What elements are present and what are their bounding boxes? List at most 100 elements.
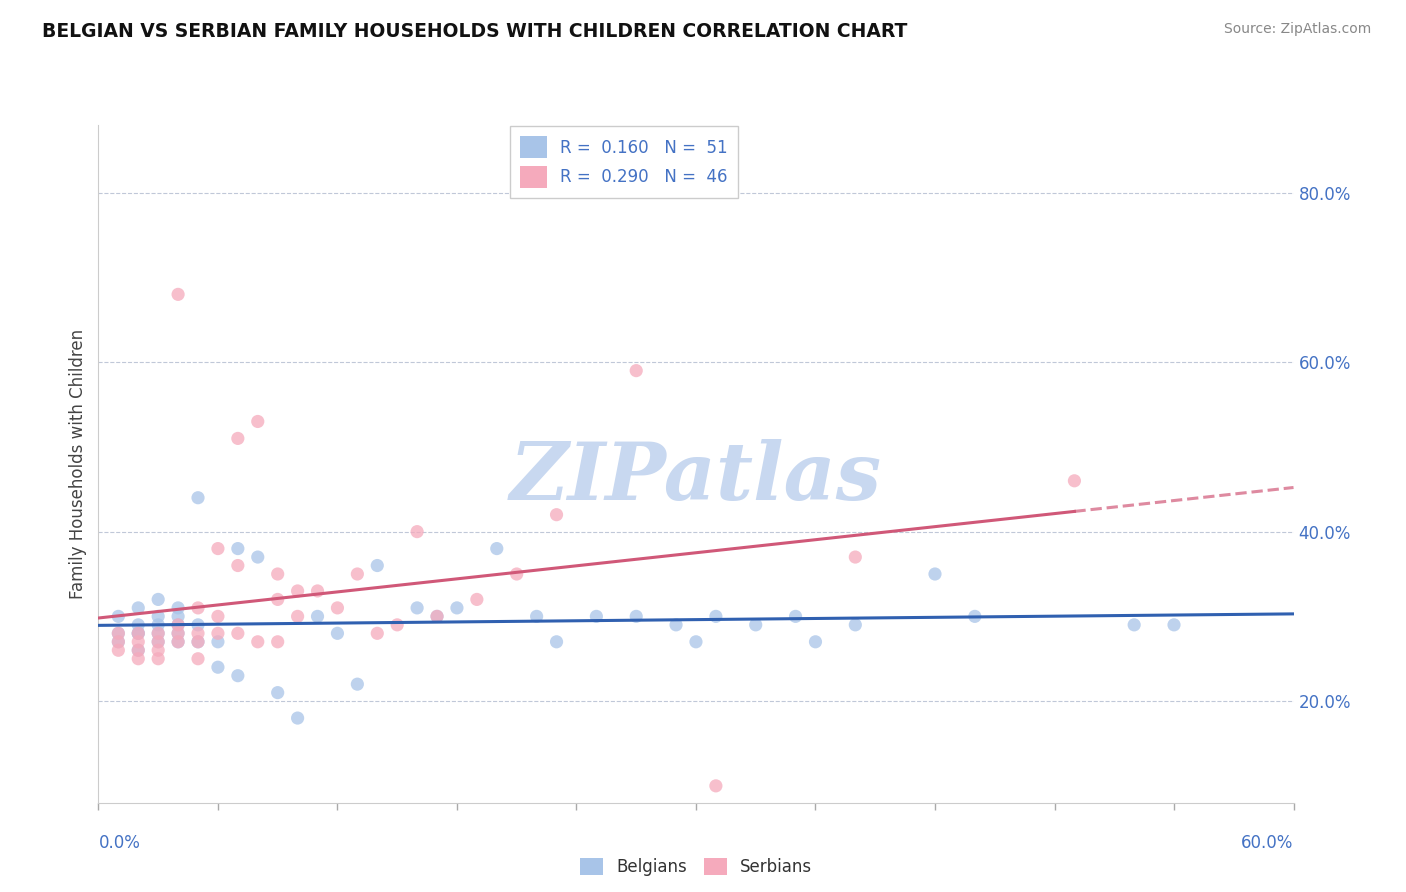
Point bbox=[127, 626, 149, 640]
Point bbox=[187, 635, 209, 649]
Point bbox=[148, 635, 170, 649]
Point bbox=[167, 601, 190, 615]
Point bbox=[704, 779, 727, 793]
Point bbox=[665, 617, 688, 632]
Point bbox=[226, 669, 249, 683]
Point bbox=[107, 643, 129, 657]
Point bbox=[207, 541, 229, 556]
Point bbox=[246, 549, 269, 565]
Point bbox=[167, 635, 190, 649]
Point bbox=[167, 609, 190, 624]
Point bbox=[187, 626, 209, 640]
Point bbox=[127, 651, 149, 665]
Point bbox=[546, 635, 568, 649]
Point bbox=[167, 617, 190, 632]
Point bbox=[226, 626, 249, 640]
Point bbox=[107, 626, 129, 640]
Point bbox=[167, 617, 190, 632]
Point bbox=[346, 677, 368, 691]
Point bbox=[246, 414, 269, 428]
Point bbox=[704, 609, 727, 624]
Point bbox=[107, 635, 129, 649]
Point bbox=[148, 609, 170, 624]
Point bbox=[187, 491, 209, 505]
Point bbox=[924, 567, 946, 582]
Point bbox=[307, 609, 329, 624]
Point bbox=[326, 601, 349, 615]
Y-axis label: Family Households with Children: Family Households with Children bbox=[69, 329, 87, 599]
Point bbox=[127, 626, 149, 640]
Point bbox=[148, 635, 170, 649]
Point bbox=[406, 524, 429, 539]
Point bbox=[148, 643, 170, 657]
Point bbox=[187, 617, 209, 632]
Text: 60.0%: 60.0% bbox=[1241, 834, 1294, 852]
Point bbox=[426, 609, 449, 624]
Point bbox=[426, 609, 449, 624]
Point bbox=[267, 567, 290, 582]
Point bbox=[207, 609, 229, 624]
Point bbox=[685, 635, 707, 649]
Point bbox=[187, 635, 209, 649]
Point bbox=[127, 643, 149, 657]
Point bbox=[465, 592, 488, 607]
Point bbox=[167, 626, 190, 640]
Point bbox=[326, 626, 349, 640]
Point bbox=[624, 609, 647, 624]
Point bbox=[207, 635, 229, 649]
Point bbox=[207, 660, 229, 674]
Point bbox=[267, 592, 290, 607]
Point bbox=[506, 567, 529, 582]
Point bbox=[167, 635, 190, 649]
Point bbox=[287, 711, 309, 725]
Point bbox=[307, 583, 329, 598]
Point bbox=[1123, 617, 1146, 632]
Point bbox=[226, 558, 249, 573]
Point bbox=[127, 643, 149, 657]
Point bbox=[287, 583, 309, 598]
Point bbox=[1063, 474, 1085, 488]
Point bbox=[107, 626, 129, 640]
Point bbox=[287, 609, 309, 624]
Point bbox=[526, 609, 548, 624]
Point bbox=[107, 609, 129, 624]
Point bbox=[187, 601, 209, 615]
Point bbox=[107, 635, 129, 649]
Point bbox=[585, 609, 607, 624]
Point bbox=[167, 626, 190, 640]
Point bbox=[844, 549, 866, 565]
Point bbox=[406, 601, 429, 615]
Point bbox=[804, 635, 827, 649]
Point bbox=[127, 601, 149, 615]
Point bbox=[226, 432, 249, 446]
Point bbox=[785, 609, 807, 624]
Point bbox=[127, 626, 149, 640]
Point bbox=[963, 609, 986, 624]
Point bbox=[366, 626, 388, 640]
Point bbox=[446, 601, 468, 615]
Point bbox=[485, 541, 508, 556]
Point bbox=[267, 635, 290, 649]
Point bbox=[844, 617, 866, 632]
Point bbox=[148, 651, 170, 665]
Point bbox=[148, 592, 170, 607]
Text: BELGIAN VS SERBIAN FAMILY HOUSEHOLDS WITH CHILDREN CORRELATION CHART: BELGIAN VS SERBIAN FAMILY HOUSEHOLDS WIT… bbox=[42, 22, 907, 41]
Point bbox=[346, 567, 368, 582]
Legend: R =  0.160   N =  51, R =  0.290   N =  46: R = 0.160 N = 51, R = 0.290 N = 46 bbox=[510, 127, 738, 198]
Point bbox=[148, 626, 170, 640]
Point bbox=[127, 635, 149, 649]
Point bbox=[127, 617, 149, 632]
Point bbox=[1163, 617, 1185, 632]
Point bbox=[148, 617, 170, 632]
Text: Source: ZipAtlas.com: Source: ZipAtlas.com bbox=[1223, 22, 1371, 37]
Text: ZIPatlas: ZIPatlas bbox=[510, 439, 882, 516]
Point bbox=[207, 626, 229, 640]
Point bbox=[624, 364, 647, 378]
Point bbox=[226, 541, 249, 556]
Point bbox=[385, 617, 409, 632]
Point bbox=[267, 686, 290, 700]
Point bbox=[167, 287, 190, 301]
Point bbox=[187, 651, 209, 665]
Point bbox=[246, 635, 269, 649]
Point bbox=[745, 617, 768, 632]
